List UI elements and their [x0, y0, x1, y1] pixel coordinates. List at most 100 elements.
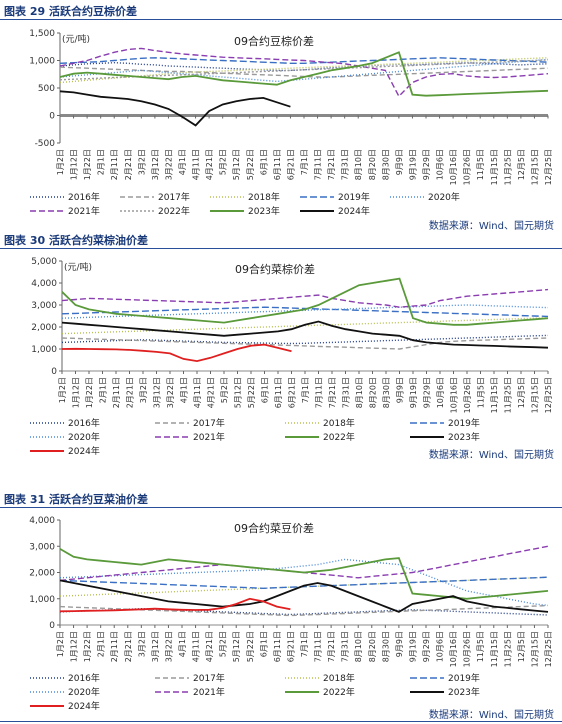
x-tick-label: 3月2日: [139, 377, 148, 403]
y-tick-label: 0: [49, 112, 55, 122]
source-label-2: 数据来源：Wind、国元期货: [428, 450, 554, 461]
x-tick-label: 8月30日: [382, 377, 391, 408]
x-tick-label: 3月22日: [164, 631, 173, 662]
y-tick-label: 1,500: [29, 29, 55, 39]
x-tick-label: 8月10日: [355, 377, 364, 408]
x-tick-label: 3月12日: [151, 149, 160, 180]
series-line: [59, 51, 549, 97]
chart-title: 09合约菜棕价差: [235, 262, 315, 276]
y-tick-label: 2,000: [31, 323, 57, 333]
x-tick-label: 2月1日: [99, 377, 108, 403]
x-tick-label: 9月9日: [395, 149, 404, 175]
chart-panel-2: 图表 30 活跃合约菜棕油价差 0 1,000 2,000 3,000 4,000 5,0…: [0, 230, 562, 480]
x-tick-label: 3月12日: [151, 631, 160, 662]
x-tick-label: 2月1日: [97, 631, 106, 657]
y-tick-label: 3,000: [29, 542, 55, 552]
x-tick-label: 9月29日: [422, 631, 431, 662]
x-tick-label: 1月2日: [58, 377, 67, 403]
x-tick-label: 10月16日: [450, 377, 459, 413]
legend-label: 2017年: [193, 672, 225, 684]
y-tick-label: -500: [35, 139, 56, 149]
x-tick-label: 6月11日: [274, 377, 283, 408]
series-line: [61, 320, 549, 349]
x-tick-label: 1月12日: [70, 631, 79, 662]
y-tick-label: 0: [51, 367, 57, 377]
y-tick-label: 1,000: [29, 57, 55, 67]
x-tick-label: 3月22日: [164, 149, 173, 180]
series-line: [59, 604, 549, 617]
x-tick-label: 7月21日: [327, 631, 336, 662]
series-line: [59, 576, 549, 597]
figure-title-1: 图表 29 活跃合约豆棕价差: [4, 5, 137, 18]
x-tick-label: 5月2日: [219, 631, 228, 657]
series-line: [61, 334, 549, 345]
x-tick-label: 2月21日: [124, 631, 133, 662]
x-tick-label: 5月2日: [220, 377, 229, 403]
x-tick-label: 7月31日: [341, 631, 350, 662]
x-tick-label: 6月1日: [259, 631, 268, 657]
series-line: [59, 597, 291, 613]
x-tick-label: 1月2日: [56, 631, 65, 657]
series-line: [59, 47, 549, 98]
x-tick-label: 2月11日: [110, 149, 119, 180]
chart-svg-2: 0 1,000 2,000 3,000 4,000 5,000 (元/吨) 09合约菜棕价差 1…: [30, 257, 553, 457]
x-tick-label: 4月21日: [207, 377, 216, 408]
legend-label: 2017年: [193, 417, 225, 429]
x-tick-label: 7月21日: [327, 149, 336, 180]
x-tick-label: 8月20日: [369, 377, 378, 408]
x-tick-label: 12月25日: [544, 149, 553, 185]
x-tick-label: 10月6日: [436, 377, 445, 408]
legend-label: 2020年: [68, 431, 100, 443]
y-tick-label: 2,000: [29, 569, 55, 579]
x-tick-label: 10月6日: [436, 631, 445, 662]
legend-label: 2016年: [68, 672, 100, 684]
x-tick-label: 12月15日: [530, 631, 539, 667]
legend-label: 2020年: [68, 686, 100, 698]
legend-label: 2024年: [68, 700, 100, 710]
legend-label: 2018年: [248, 191, 280, 203]
chart-panel-3: 图表 31 活跃合约豆菜油价差 0 1,000 2,000 3,000 4,000 09合…: [0, 488, 562, 724]
x-tick-label: 1月22日: [85, 377, 94, 408]
x-tick-label: 11月25日: [503, 149, 512, 185]
x-tick-label: 12月5日: [517, 377, 526, 408]
x-tick-label: 5月12日: [232, 631, 241, 662]
series-line: [59, 58, 549, 83]
y-axis-label: (元/吨): [62, 33, 90, 45]
x-tick-label: 9月9日: [396, 377, 405, 403]
x-tick-label: 11月5日: [476, 149, 485, 180]
x-tick-label: 8月30日: [381, 631, 390, 662]
x-tick-label: 10月26日: [463, 377, 472, 413]
x-tick-label: 11月25日: [504, 377, 513, 413]
x-tick-label: 5月12日: [232, 149, 241, 180]
x-tick-label: 6月1日: [261, 377, 270, 403]
x-tick-label: 4月11日: [192, 631, 201, 662]
y-tick-label: 4,000: [31, 279, 57, 289]
x-tick-label: 4月11日: [193, 377, 202, 408]
legend-label: 2022年: [323, 431, 355, 443]
series-line: [61, 343, 292, 363]
series-line: [59, 576, 549, 590]
x-tick-label: 1月12日: [72, 377, 81, 408]
series-line: [59, 90, 291, 127]
legend-label: 2016年: [68, 417, 100, 429]
legend-label: 2023年: [248, 205, 280, 217]
x-tick-label: 5月22日: [247, 377, 256, 408]
x-tick-label: 9月29日: [423, 377, 432, 408]
series-line: [59, 548, 549, 600]
x-tick-label: 7月1日: [300, 149, 309, 175]
chart-panel-1: 图表 29 活跃合约豆棕价差 -500 0 500 1,000 1,500 (元/吨) 09…: [0, 0, 562, 232]
chart-title: 09合约菜豆价差: [234, 521, 314, 535]
legend-label: 2024年: [68, 445, 100, 457]
x-tick-label: 6月21日: [288, 377, 297, 408]
x-tick-label: 6月21日: [286, 149, 295, 180]
x-tick-label: 4月1日: [178, 631, 187, 657]
x-tick-label: 10月16日: [449, 631, 458, 667]
legend-label: 2020年: [428, 191, 460, 203]
y-tick-label: 1,000: [31, 345, 57, 355]
x-tick-label: 11月5日: [476, 631, 485, 662]
x-tick-label: 7月1日: [301, 377, 310, 403]
figure-title-2: 图表 30 活跃合约菜棕油价差: [4, 234, 148, 247]
x-tick-label: 4月11日: [192, 149, 201, 180]
x-tick-label: 6月11日: [273, 631, 282, 662]
x-tick-label: 2月11日: [112, 377, 121, 408]
